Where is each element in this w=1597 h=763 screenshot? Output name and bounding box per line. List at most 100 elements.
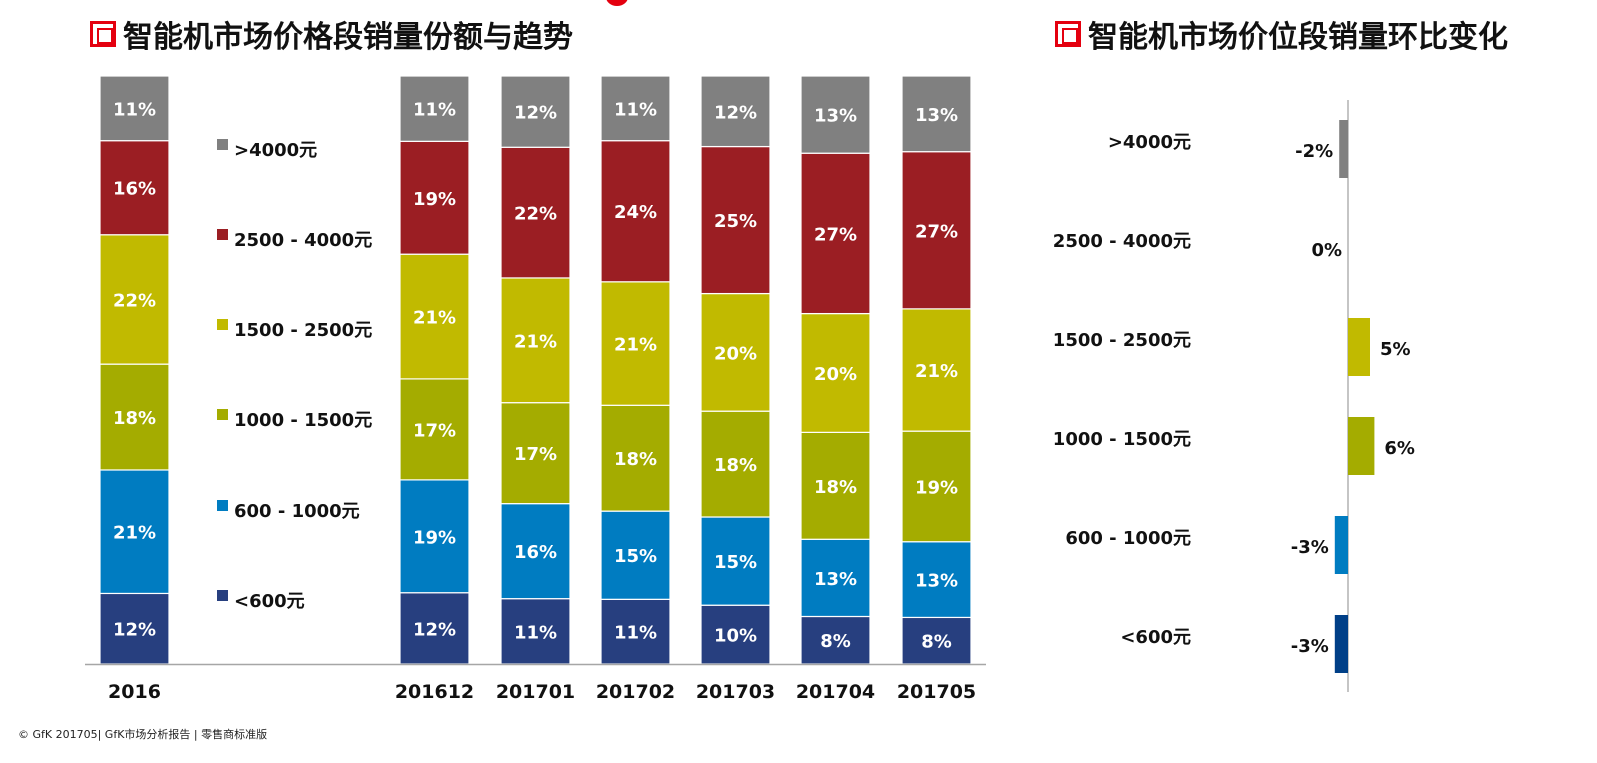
bar-segment-2016-3: [99, 234, 170, 365]
bar-segment-201705-5: [901, 75, 972, 153]
legend-swatch: [217, 590, 228, 601]
value-label: -3%: [1291, 636, 1329, 657]
segment-label: 11%: [113, 99, 156, 120]
bar-segment-201705-1: [901, 541, 972, 619]
segment-label: 15%: [714, 552, 757, 573]
x-tick-label: 201612: [395, 681, 474, 703]
mom-change-chart: >4000元 -2% 2500 - 4000元 0% 1500 - 2500元 5% 100…: [1053, 100, 1415, 692]
segment-label: 12%: [113, 620, 156, 641]
segment-label: 15%: [614, 546, 657, 567]
bar-segment-201703-0: [700, 604, 771, 665]
bar-segment-201612-1: [399, 479, 470, 594]
segment-label: 22%: [514, 204, 557, 225]
segment-label: 10%: [714, 626, 757, 647]
change-bar-0: [1339, 120, 1348, 178]
right-chart-title: 智能机市场价位段销量环比变化: [1055, 12, 1508, 56]
segment-label: 11%: [514, 622, 557, 643]
left-chart-title: 智能机市场价格段销量份额与趋势: [90, 12, 573, 56]
segment-label: 11%: [614, 99, 657, 120]
bar-segment-201701-3: [500, 277, 571, 404]
bar-segment-201702-0: [600, 598, 671, 665]
bar-segment-2016-5: [99, 75, 170, 142]
value-label: -3%: [1291, 537, 1329, 558]
segment-label: 13%: [915, 571, 958, 592]
legend-label: 2500 - 4000元: [234, 230, 372, 251]
legend-label: <600元: [234, 591, 305, 612]
change-bar-2: [1348, 318, 1370, 376]
bar-segment-201702-3: [600, 281, 671, 406]
legend-label: 600 - 1000元: [234, 501, 360, 522]
segment-label: 16%: [113, 179, 156, 200]
change-bar-4: [1334, 516, 1348, 574]
category-label: >4000元: [1108, 132, 1191, 153]
legend-swatch: [217, 139, 228, 150]
segment-label: 19%: [413, 189, 456, 210]
bar-segment-201703-3: [700, 292, 771, 412]
segment-label: 12%: [714, 102, 757, 123]
change-bar-5: [1334, 615, 1348, 673]
segment-label: 13%: [814, 569, 857, 590]
bar-segment-201705-4: [901, 151, 972, 310]
segment-label: 18%: [614, 449, 657, 470]
stacked-share-chart: 12% 21% 18% 22% 16% 11% 2016 12% 19% 17% 21% 19% 11%…: [85, 75, 986, 703]
segment-label: 18%: [814, 477, 857, 498]
bar-segment-201705-2: [901, 430, 972, 543]
value-label: -2%: [1295, 141, 1333, 162]
legend-label: >4000元: [234, 140, 317, 161]
segment-label: 21%: [113, 523, 156, 544]
bar-segment-201702-2: [600, 404, 671, 512]
segment-label: 17%: [413, 420, 456, 441]
bar-segment-201704-1: [800, 538, 871, 618]
bar-segment-201612-5: [399, 75, 470, 142]
segment-label: 25%: [714, 211, 757, 232]
decorative-red-dot: [606, 0, 628, 6]
segment-label: 22%: [113, 290, 156, 311]
change-bar-3: [1348, 417, 1375, 475]
segment-label: 18%: [113, 408, 156, 429]
bar-segment-201703-4: [700, 145, 771, 295]
bar-segment-2016-1: [99, 469, 170, 595]
legend-swatch: [217, 409, 228, 420]
legend-label: 1500 - 2500元: [234, 320, 372, 341]
bar-segment-201701-4: [500, 146, 571, 279]
segment-label: 21%: [413, 308, 456, 329]
segment-label: 24%: [614, 202, 657, 223]
category-label: <600元: [1120, 627, 1191, 648]
x-tick-label: 2016: [108, 681, 161, 703]
category-label: 2500 - 4000元: [1053, 231, 1191, 252]
segment-label: 8%: [921, 632, 952, 653]
bar-segment-201612-4: [399, 140, 470, 255]
segment-label: 17%: [514, 444, 557, 465]
segment-label: 18%: [714, 455, 757, 476]
legend-swatch: [217, 500, 228, 511]
segment-label: 21%: [915, 361, 958, 382]
x-tick-label: 201701: [496, 681, 575, 703]
segment-label: 16%: [514, 542, 557, 563]
segment-label: 19%: [413, 527, 456, 548]
bar-segment-201704-4: [800, 152, 871, 315]
bar-segment-201705-3: [901, 308, 972, 432]
footer-note: © GfK 201705| GfK市场分析报告 | 零售商标准版: [18, 728, 268, 741]
category-label: 1500 - 2500元: [1053, 330, 1191, 351]
right-chart-title-text: 智能机市场价位段销量环比变化: [1088, 20, 1508, 55]
value-label: 0%: [1311, 240, 1342, 261]
segment-label: 20%: [814, 364, 857, 385]
bar-segment-2016-4: [99, 140, 170, 236]
title-square-icon: [1055, 21, 1081, 47]
bar-segment-201703-5: [700, 75, 771, 148]
bar-segment-201612-0: [399, 592, 470, 665]
bar-segment-201703-1: [700, 516, 771, 606]
bar-segment-201612-3: [399, 253, 470, 380]
bar-segment-201704-3: [800, 312, 871, 433]
bar-segment-201704-5: [800, 75, 871, 154]
segment-label: 21%: [614, 335, 657, 356]
segment-label: 11%: [614, 623, 657, 644]
legend-swatch: [217, 319, 228, 330]
segment-label: 21%: [514, 331, 557, 352]
legend-label: 1000 - 1500元: [234, 410, 372, 431]
bar-segment-201702-5: [600, 75, 671, 142]
bar-segment-201704-0: [800, 615, 871, 665]
value-label: 6%: [1384, 438, 1415, 459]
x-tick-label: 201703: [696, 681, 775, 703]
segment-label: 12%: [413, 619, 456, 640]
